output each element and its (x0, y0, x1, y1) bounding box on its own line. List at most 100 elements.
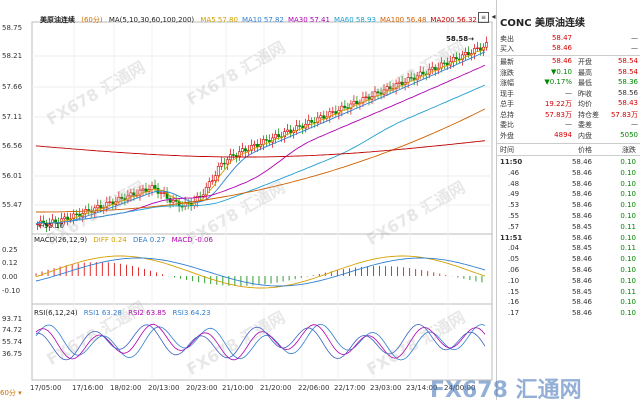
time-tick-label: 23/03:00 (370, 384, 402, 392)
candle-body (138, 189, 142, 196)
stat-row: 委比 — 委差 — (500, 120, 638, 129)
candle-body (213, 175, 217, 181)
candle-body (63, 216, 67, 220)
candle-body (331, 111, 335, 113)
candle-body (234, 155, 238, 157)
candle-body (454, 57, 458, 60)
ma-value-ma100: MA100 56.48 (379, 16, 427, 24)
rsi3-value: RSI3 64.23 (172, 309, 211, 317)
time-tick-label: 17/16:00 (72, 384, 104, 392)
candle-body (442, 62, 446, 65)
collapse-icon[interactable]: ≡ (478, 12, 489, 23)
trade-row[interactable]: .04 58.45 0.11 (508, 244, 636, 253)
stat-row: 涨跌 ▼0.10 最高 58.54 (500, 67, 638, 77)
low-arrow-icon: ← (38, 222, 44, 230)
candle-body (105, 202, 109, 208)
macd-tick-label: 0.00 (2, 273, 18, 281)
rsi-header: RSI(6,12,24) RSI1 63.28 RSI2 63.85 RSI3 … (34, 309, 211, 317)
candle-body (132, 192, 136, 196)
macd-diff-line (35, 255, 486, 289)
candle-body (467, 52, 470, 56)
divider (497, 155, 640, 156)
price-tick-label: 58.21 (2, 52, 23, 60)
candle-body (433, 66, 437, 71)
ma-params[interactable]: MA(5,10,30,60,100,200) (108, 16, 195, 24)
time-tick-label: 21/10:00 (222, 384, 254, 392)
trade-row[interactable]: .16 58.46 0.10 (508, 298, 636, 307)
candle-body (463, 52, 467, 56)
stat-row: 总手 19.22万 均价 58.43 (500, 99, 638, 108)
trade-row[interactable]: .17 58.46 0.10 (508, 309, 636, 318)
candle-body (244, 148, 247, 152)
trade-row[interactable]: .10 58.46 0.10 (508, 276, 636, 285)
candle-body (120, 196, 124, 199)
candle-body (352, 100, 356, 105)
trade-row[interactable]: 11:50 58.46 0.10 (500, 158, 636, 166)
ma100-line (36, 108, 486, 213)
candle-body (409, 77, 413, 79)
candle-body (222, 162, 226, 165)
candle-body (274, 134, 277, 139)
price-tick-label: 56.56 (2, 142, 23, 150)
candle-body (180, 205, 184, 208)
candle-body (162, 192, 166, 194)
price-tick-label: 57.66 (2, 83, 23, 91)
candle-body (418, 71, 422, 77)
trade-row[interactable]: .55 58.46 0.10 (508, 212, 636, 220)
candle-body (476, 47, 479, 49)
period-selector[interactable]: 60分 ▾ (0, 389, 22, 397)
trade-row[interactable]: .05 58.46 0.10 (508, 255, 636, 264)
candle-body (289, 129, 293, 133)
brand-logo: FX678 汇通网 (430, 378, 582, 403)
price-tick-label: 55.47 (2, 201, 23, 209)
candle-body (159, 192, 163, 194)
time-tick-label: 20/23:00 (186, 384, 218, 392)
trade-row[interactable]: .46 58.46 0.10 (508, 168, 636, 177)
candle-body (364, 96, 368, 98)
ma-value-ma30: MA30 57.41 (287, 16, 330, 24)
candle-body (108, 201, 112, 203)
macd-tick-label: -0.10 (2, 287, 21, 295)
time-tick-label: 23/14:00 (406, 384, 438, 392)
chart-canvas[interactable] (0, 0, 494, 400)
candle-body (286, 129, 290, 132)
candle-body (400, 81, 404, 85)
candle-body (340, 105, 344, 111)
trade-row[interactable]: .49 58.46 0.10 (508, 190, 636, 199)
period-label[interactable]: (60分) (81, 16, 103, 24)
candle-body (385, 86, 389, 91)
candle-body (473, 48, 476, 55)
trade-row[interactable]: 11:51 58.46 0.10 (500, 233, 636, 242)
rsi2-value: RSI2 63.85 (128, 309, 167, 317)
candle-body (355, 100, 359, 105)
trade-row[interactable]: .15 58.45 0.11 (508, 287, 636, 296)
close-panel-icon[interactable]: ◂ (491, 12, 496, 21)
candle-body (388, 86, 392, 90)
trade-row[interactable]: .06 58.46 0.10 (508, 266, 636, 274)
chart-area[interactable]: 美原油连续 (60分) MA(5,10,30,60,100,200) MA5 5… (0, 0, 494, 400)
stat-row: 总持 57.83万 持仓差 57.83万 (500, 110, 638, 119)
candle-body (216, 166, 220, 176)
trade-row[interactable]: .48 58.46 0.10 (508, 179, 636, 188)
candle-body (367, 96, 371, 100)
candle-body (430, 66, 434, 70)
candle-body (322, 115, 326, 119)
candle-body (283, 131, 287, 138)
ma60-line (35, 84, 486, 225)
rsi-panel-frame (31, 303, 493, 381)
macd-panel-frame (31, 233, 493, 305)
candle-body (36, 223, 39, 226)
candle-body (75, 213, 79, 216)
candle-body (319, 115, 323, 119)
candle-body (445, 62, 449, 66)
trade-row[interactable]: .57 58.45 0.11 (508, 222, 636, 231)
candle-body (307, 120, 311, 125)
candle-body (219, 162, 223, 167)
rsi2-line (35, 323, 486, 361)
macd-tick-label: 0.25 (2, 246, 18, 254)
candle-body (397, 81, 401, 84)
rsi1-value: RSI1 63.28 (83, 309, 122, 317)
trade-row[interactable]: .53 58.46 0.10 (508, 201, 636, 210)
price-tick-label: 57.11 (2, 113, 23, 121)
ma5-line (35, 47, 486, 225)
